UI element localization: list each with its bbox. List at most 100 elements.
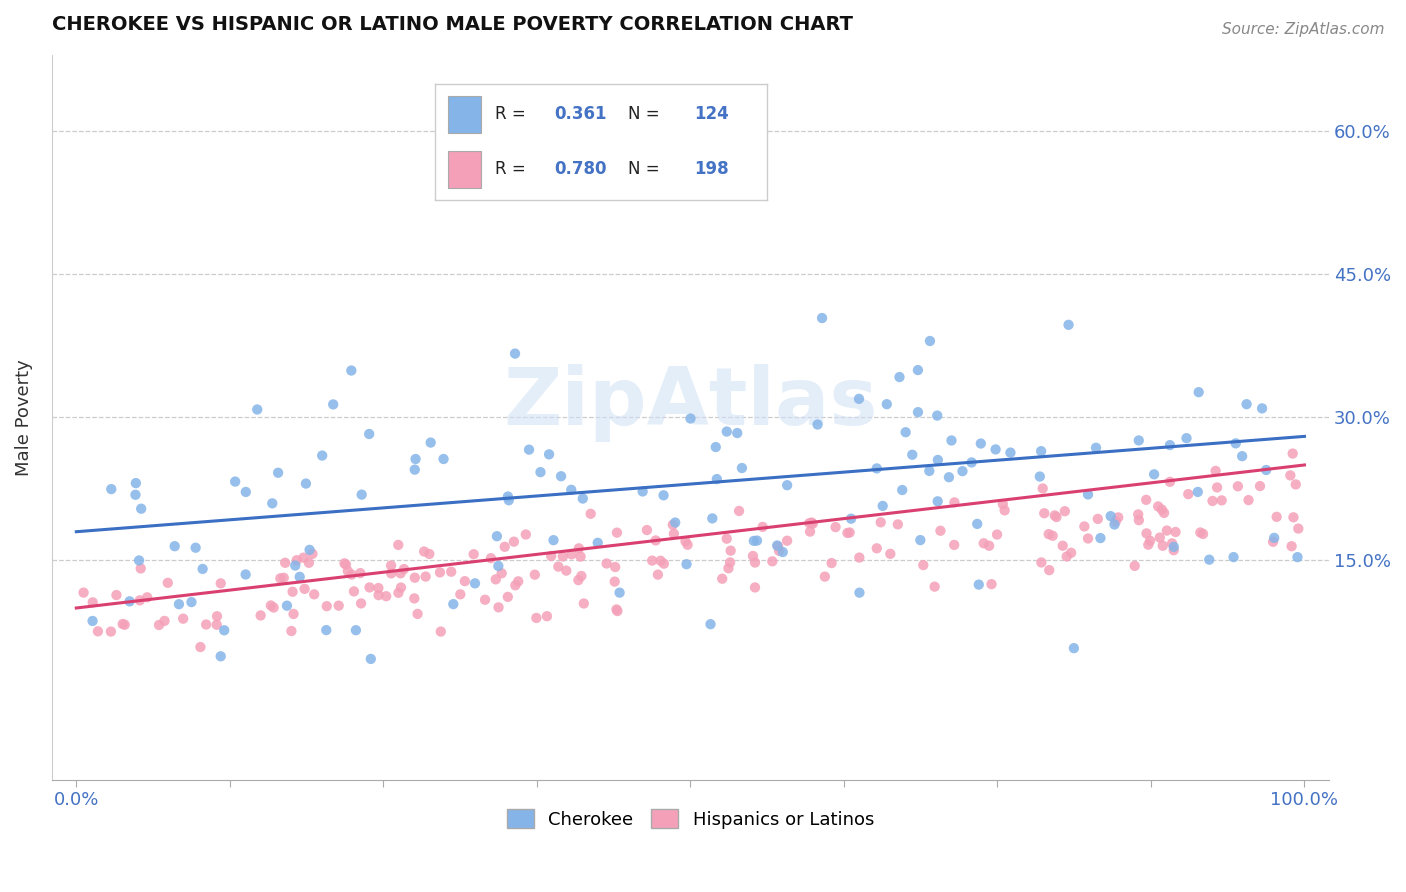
Point bbox=[405, 452, 427, 467]
Text: Source: ZipAtlas.com: Source: ZipAtlas.com bbox=[1222, 22, 1385, 37]
Point bbox=[889, 370, 911, 384]
Point bbox=[1135, 526, 1157, 541]
Point bbox=[344, 623, 367, 637]
Point bbox=[1147, 500, 1170, 514]
Point bbox=[994, 503, 1017, 517]
Point bbox=[524, 611, 547, 625]
Point bbox=[288, 570, 311, 584]
Point bbox=[124, 488, 146, 502]
Point bbox=[984, 442, 1007, 457]
Point bbox=[1159, 475, 1181, 489]
Point bbox=[276, 599, 298, 613]
Point bbox=[837, 525, 859, 540]
Point bbox=[105, 588, 128, 602]
Point bbox=[1285, 477, 1308, 491]
Point bbox=[1104, 517, 1126, 532]
Point bbox=[441, 597, 464, 611]
Point bbox=[1139, 533, 1161, 548]
Point bbox=[744, 581, 766, 595]
Point bbox=[118, 594, 141, 608]
Point bbox=[1053, 504, 1076, 518]
Point bbox=[866, 461, 889, 475]
Point bbox=[1087, 512, 1109, 526]
Point bbox=[311, 449, 333, 463]
Point bbox=[702, 511, 724, 525]
Point bbox=[1128, 508, 1150, 522]
Point bbox=[1163, 543, 1185, 558]
Point bbox=[114, 617, 136, 632]
Point bbox=[1237, 493, 1260, 508]
Point bbox=[799, 516, 821, 530]
Point bbox=[887, 517, 910, 532]
Point bbox=[664, 516, 686, 530]
Legend: Cherokee, Hispanics or Latinos: Cherokee, Hispanics or Latinos bbox=[499, 802, 882, 836]
Point bbox=[449, 587, 471, 601]
Point bbox=[540, 549, 562, 563]
Point bbox=[991, 497, 1014, 511]
Point bbox=[967, 577, 990, 591]
Point bbox=[571, 491, 593, 506]
Point bbox=[766, 539, 789, 553]
Point bbox=[523, 567, 546, 582]
Text: ZipAtlas: ZipAtlas bbox=[503, 364, 877, 442]
Point bbox=[485, 529, 508, 543]
Point bbox=[284, 558, 307, 573]
Point bbox=[927, 494, 949, 508]
Point bbox=[973, 536, 995, 550]
Point bbox=[128, 593, 150, 607]
Point bbox=[191, 562, 214, 576]
Point bbox=[1282, 510, 1305, 524]
Point bbox=[609, 585, 631, 599]
Point bbox=[728, 504, 751, 518]
Point bbox=[1033, 506, 1056, 520]
Point bbox=[1163, 540, 1185, 554]
Point bbox=[704, 440, 727, 454]
Point bbox=[129, 561, 152, 575]
Point bbox=[315, 599, 337, 614]
Point bbox=[1085, 441, 1108, 455]
Point bbox=[550, 469, 572, 483]
Point bbox=[912, 558, 935, 573]
Point bbox=[1077, 487, 1099, 501]
Point bbox=[1159, 438, 1181, 452]
Point bbox=[1031, 556, 1053, 570]
Point bbox=[180, 595, 202, 609]
Point bbox=[1236, 397, 1258, 411]
Point bbox=[820, 556, 842, 570]
Text: CHEROKEE VS HISPANIC OR LATINO MALE POVERTY CORRELATION CHART: CHEROKEE VS HISPANIC OR LATINO MALE POVE… bbox=[52, 15, 853, 34]
Point bbox=[839, 511, 862, 525]
Point bbox=[772, 545, 794, 559]
Point bbox=[1042, 529, 1064, 543]
Point bbox=[148, 618, 170, 632]
Point bbox=[675, 558, 697, 572]
Point bbox=[848, 585, 870, 599]
Point bbox=[662, 517, 685, 532]
Point bbox=[731, 461, 754, 475]
Point bbox=[156, 575, 179, 590]
Point bbox=[322, 397, 344, 411]
Point bbox=[716, 532, 738, 546]
Point bbox=[267, 466, 290, 480]
Point bbox=[392, 562, 415, 576]
Point bbox=[333, 557, 356, 571]
Point bbox=[1038, 563, 1060, 577]
Point bbox=[1029, 444, 1052, 458]
Point bbox=[720, 543, 742, 558]
Point bbox=[167, 597, 190, 611]
Point bbox=[1063, 641, 1085, 656]
Point bbox=[943, 538, 966, 552]
Point bbox=[986, 527, 1008, 541]
Point bbox=[87, 624, 110, 639]
Point bbox=[485, 572, 508, 586]
Point bbox=[302, 587, 325, 601]
Point bbox=[1057, 318, 1080, 332]
Point bbox=[603, 574, 626, 589]
Point bbox=[128, 553, 150, 567]
Point bbox=[776, 533, 799, 548]
Point bbox=[1251, 401, 1274, 416]
Point bbox=[1105, 515, 1128, 529]
Point bbox=[547, 559, 569, 574]
Point bbox=[503, 534, 526, 549]
Point bbox=[1198, 552, 1220, 566]
Point bbox=[1286, 550, 1309, 565]
